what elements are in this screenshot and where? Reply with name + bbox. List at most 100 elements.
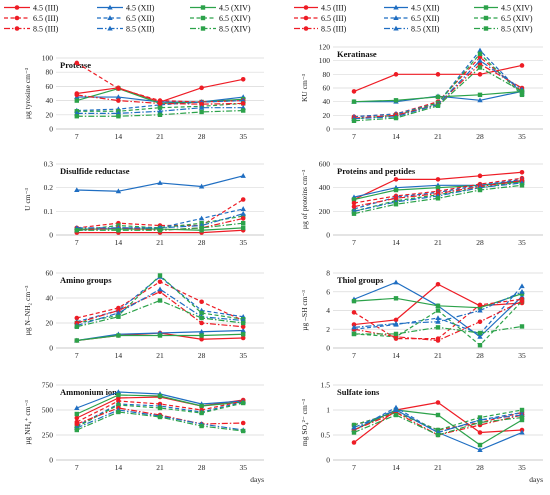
- y-tick-label: 0.5: [321, 431, 331, 440]
- data-point: [477, 319, 483, 325]
- x-tick-label: 14: [392, 463, 400, 472]
- x-tick-label: 21: [434, 351, 442, 360]
- legend-marker: [303, 15, 309, 21]
- data-point: [157, 105, 163, 110]
- series-line: [76, 62, 244, 103]
- y-tick-label: 0: [326, 344, 330, 353]
- data-point: [519, 183, 525, 188]
- data-point: [435, 325, 441, 330]
- legend-label: 6.5 (XII): [126, 14, 155, 23]
- data-point: [435, 103, 441, 108]
- y-tick-label: 6: [326, 287, 330, 296]
- series: [351, 65, 525, 123]
- data-point: [477, 47, 483, 53]
- data-point: [393, 296, 399, 301]
- data-point: [435, 315, 441, 320]
- series: [351, 54, 525, 119]
- data-point: [435, 338, 441, 343]
- data-point: [477, 72, 483, 77]
- data-point: [393, 72, 399, 77]
- legend-marker: [303, 26, 309, 31]
- y-tick-label: 40: [323, 97, 331, 106]
- legend-label: 6.5 (XII): [411, 14, 440, 23]
- data-point: [241, 225, 246, 231]
- chart-panel: 0 2 4 6 8 7 14 21 28 35 µg –SH cm⁻³ Thiol groups: [300, 269, 543, 360]
- x-tick-label: 35: [239, 463, 247, 472]
- y-axis-label: µg tyrosine cm⁻³: [23, 67, 32, 119]
- data-point: [74, 315, 80, 321]
- panel-title: Keratinase: [337, 49, 377, 59]
- legend-item: 4.5 (XII): [384, 4, 440, 13]
- y-tick-label: 0: [326, 231, 330, 240]
- data-point: [477, 342, 483, 348]
- panel-title: Sulfate ions: [337, 387, 380, 397]
- legend-marker: [107, 25, 113, 31]
- data-point: [477, 57, 483, 63]
- x-tick-label: 28: [476, 238, 484, 247]
- series-line: [76, 215, 244, 231]
- data-point: [519, 429, 525, 435]
- series: [351, 51, 525, 121]
- x-tick-label: 14: [115, 463, 123, 472]
- data-point: [435, 303, 441, 309]
- data-point: [198, 104, 205, 110]
- data-point: [157, 112, 163, 117]
- chart-panel: 0 20 40 60 80 100 7 14 21 28 35 µg tyrosine cm⁻³ Pro…: [23, 54, 264, 141]
- x-tick-label: 14: [115, 238, 123, 247]
- series: [74, 92, 246, 107]
- legend-marker: [393, 4, 399, 10]
- data-point: [435, 72, 441, 77]
- series-line: [76, 198, 244, 229]
- data-point: [393, 320, 399, 326]
- data-point: [477, 51, 483, 57]
- legend-item: 8.5 (XII): [384, 25, 440, 34]
- data-point: [115, 310, 122, 315]
- y-tick-label: 0: [49, 344, 53, 353]
- data-point: [240, 324, 246, 330]
- data-point: [351, 322, 357, 327]
- data-point: [393, 177, 399, 182]
- data-point: [351, 424, 357, 430]
- series: [74, 220, 246, 233]
- y-tick-label: 1.5: [321, 381, 331, 390]
- series-line: [76, 100, 244, 112]
- data-point: [477, 330, 483, 336]
- legend-label: 8.5 (XIV): [501, 25, 533, 34]
- data-point: [74, 228, 79, 233]
- x-tick-label: 7: [75, 463, 79, 472]
- data-point: [435, 432, 441, 438]
- data-point: [477, 307, 483, 313]
- data-point: [435, 196, 441, 201]
- panel-title: Disulfide reductase: [60, 166, 130, 176]
- data-point: [116, 314, 121, 319]
- legend-item: 6.5 (XII): [97, 14, 155, 23]
- legend-label: 4.5 (III): [321, 4, 347, 13]
- y-tick-label: 750: [42, 381, 54, 390]
- data-point: [351, 310, 357, 315]
- data-point: [519, 169, 525, 175]
- data-point: [157, 279, 163, 285]
- x-tick-label: 28: [476, 132, 484, 141]
- x-axis-label: days: [529, 475, 543, 484]
- data-point: [74, 415, 80, 421]
- series-line: [353, 53, 523, 120]
- legend-label: 4.5 (XIV): [219, 4, 251, 13]
- data-point: [240, 216, 246, 221]
- y-axis-label: U cm⁻³: [23, 187, 32, 210]
- data-point: [157, 414, 163, 420]
- data-point: [74, 421, 80, 427]
- data-point: [477, 430, 483, 435]
- legend-item: 6.5 (XIV): [474, 14, 533, 23]
- y-tick-label: 80: [323, 70, 331, 79]
- legend-item: 6.5 (XII): [384, 14, 440, 23]
- y-tick-label: 250: [42, 431, 54, 440]
- x-tick-label: 14: [392, 132, 400, 141]
- data-point: [393, 279, 399, 285]
- legend-marker: [483, 5, 489, 10]
- legend-label: 8.5 (XII): [411, 25, 440, 34]
- data-point: [240, 327, 246, 333]
- legend-item: 8.5 (III): [294, 25, 347, 34]
- series-line: [76, 411, 244, 432]
